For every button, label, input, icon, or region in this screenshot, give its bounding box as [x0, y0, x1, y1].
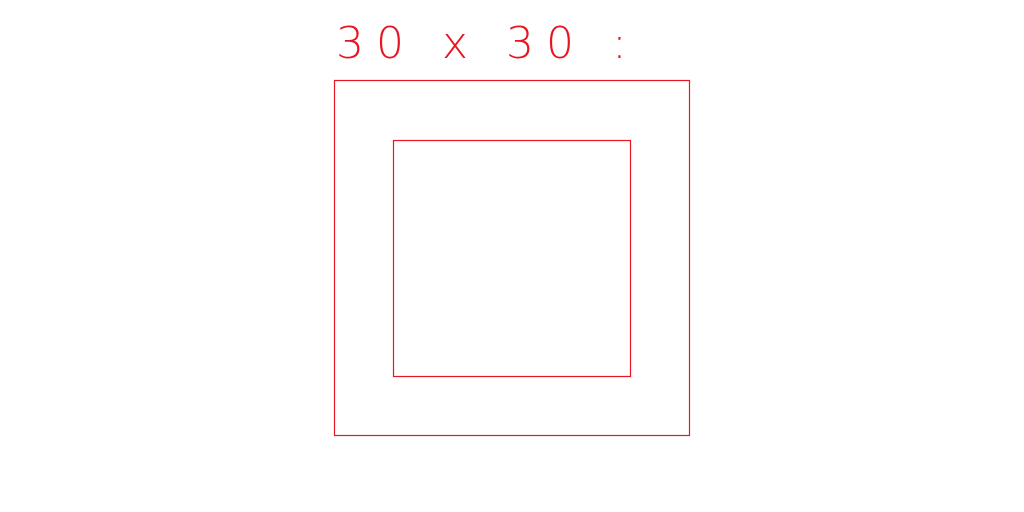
inner-square — [392, 139, 632, 378]
outer-square — [333, 79, 691, 437]
dimension-label: 30 x 30 : — [336, 18, 639, 69]
